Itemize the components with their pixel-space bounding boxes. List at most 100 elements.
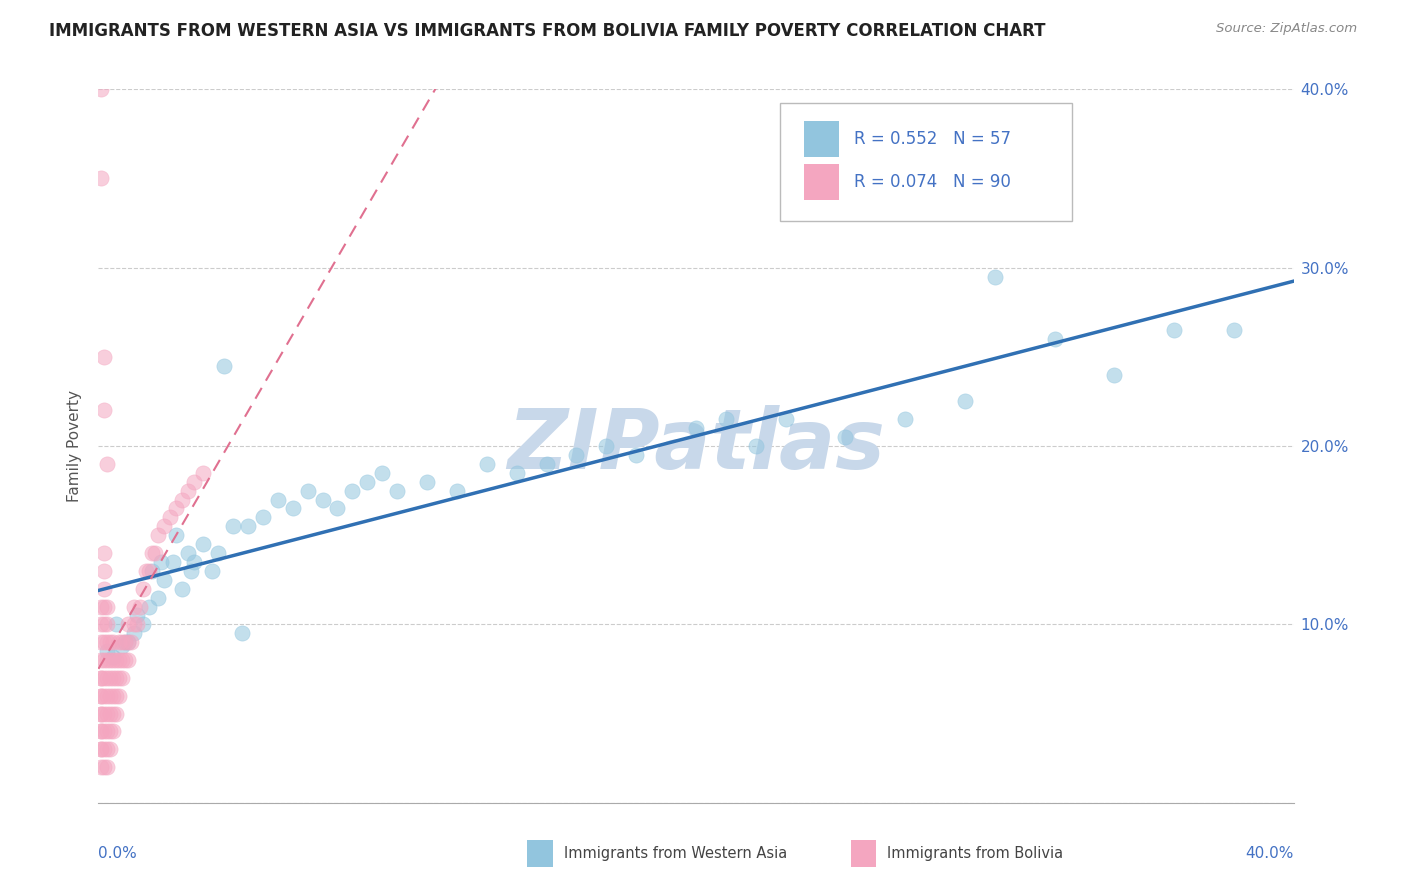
Point (96, 644, 118, 658)
Point (90, 706, 112, 721)
Point (894, 412, 917, 426)
Point (90, 82, 112, 96)
Point (127, 608, 149, 623)
Point (212, 359, 235, 373)
Point (124, 599, 146, 614)
Point (90, 653, 112, 667)
Point (108, 689, 131, 703)
Point (93, 706, 115, 721)
Point (93, 635, 115, 649)
Point (129, 599, 152, 614)
Point (714, 412, 737, 426)
Point (93, 760, 115, 774)
Point (90, 617, 112, 632)
Point (90, 671, 112, 685)
Point (834, 430, 856, 444)
Point (172, 582, 194, 596)
Point (90, 689, 112, 703)
Point (96, 653, 118, 667)
Point (1104, 368, 1126, 382)
Point (90, 671, 112, 685)
Point (96, 742, 118, 756)
Point (180, 564, 202, 578)
Point (165, 501, 187, 516)
Text: Source: ZipAtlas.com: Source: ZipAtlas.com (1216, 22, 1357, 36)
Point (93, 403, 115, 417)
Point (96, 617, 118, 632)
Point (172, 492, 194, 507)
Point (103, 635, 125, 649)
Point (96, 457, 118, 471)
FancyBboxPatch shape (779, 103, 1073, 221)
Point (111, 671, 134, 685)
Point (595, 439, 617, 453)
Point (117, 653, 139, 667)
Point (326, 501, 349, 516)
Point (1163, 323, 1185, 337)
Point (159, 510, 181, 524)
Point (93, 350, 115, 364)
Point (103, 724, 125, 739)
Point (90, 706, 112, 721)
Y-axis label: Family Poverty: Family Poverty (67, 390, 83, 502)
Point (111, 639, 134, 653)
Text: 0.0%: 0.0% (98, 846, 138, 861)
Point (342, 483, 364, 498)
Point (98, 724, 122, 739)
Point (96, 760, 118, 774)
Point (117, 617, 139, 632)
Text: ZIPatlas: ZIPatlas (508, 406, 884, 486)
Point (236, 519, 259, 533)
Point (103, 706, 125, 721)
Point (98, 742, 122, 756)
Text: R = 0.552   N = 57: R = 0.552 N = 57 (853, 130, 1011, 148)
Point (385, 483, 409, 498)
Point (93, 599, 115, 614)
Point (153, 573, 176, 587)
Point (191, 537, 214, 551)
Point (132, 617, 155, 632)
Point (153, 519, 176, 533)
Point (93, 724, 115, 739)
Point (117, 635, 139, 649)
Point (98, 671, 122, 685)
Point (356, 475, 378, 489)
Point (114, 635, 136, 649)
Point (114, 653, 136, 667)
Point (124, 617, 146, 632)
Point (108, 671, 131, 685)
Point (108, 653, 131, 667)
Point (93, 653, 115, 667)
Point (775, 412, 797, 426)
Point (162, 555, 184, 569)
Point (685, 421, 707, 435)
Point (98, 635, 122, 649)
Point (90, 742, 112, 756)
Text: R = 0.074   N = 90: R = 0.074 N = 90 (853, 173, 1011, 191)
Point (191, 466, 214, 480)
Point (141, 546, 163, 560)
Point (96, 671, 118, 685)
Point (103, 649, 125, 664)
Point (93, 671, 115, 685)
Point (103, 653, 125, 667)
Point (90, 689, 112, 703)
Point (90, 724, 112, 739)
Point (93, 617, 115, 632)
Point (108, 635, 131, 649)
Point (150, 555, 173, 569)
Point (98, 689, 122, 703)
Text: 40.0%: 40.0% (1246, 846, 1294, 861)
Point (446, 483, 468, 498)
Point (114, 635, 136, 649)
Point (90, 742, 112, 756)
Point (138, 564, 160, 578)
Point (222, 519, 245, 533)
Point (252, 510, 274, 524)
Point (105, 671, 128, 685)
Point (297, 483, 319, 498)
Point (745, 439, 768, 453)
Point (105, 617, 128, 632)
Bar (804, 121, 839, 157)
Point (90, 635, 112, 649)
